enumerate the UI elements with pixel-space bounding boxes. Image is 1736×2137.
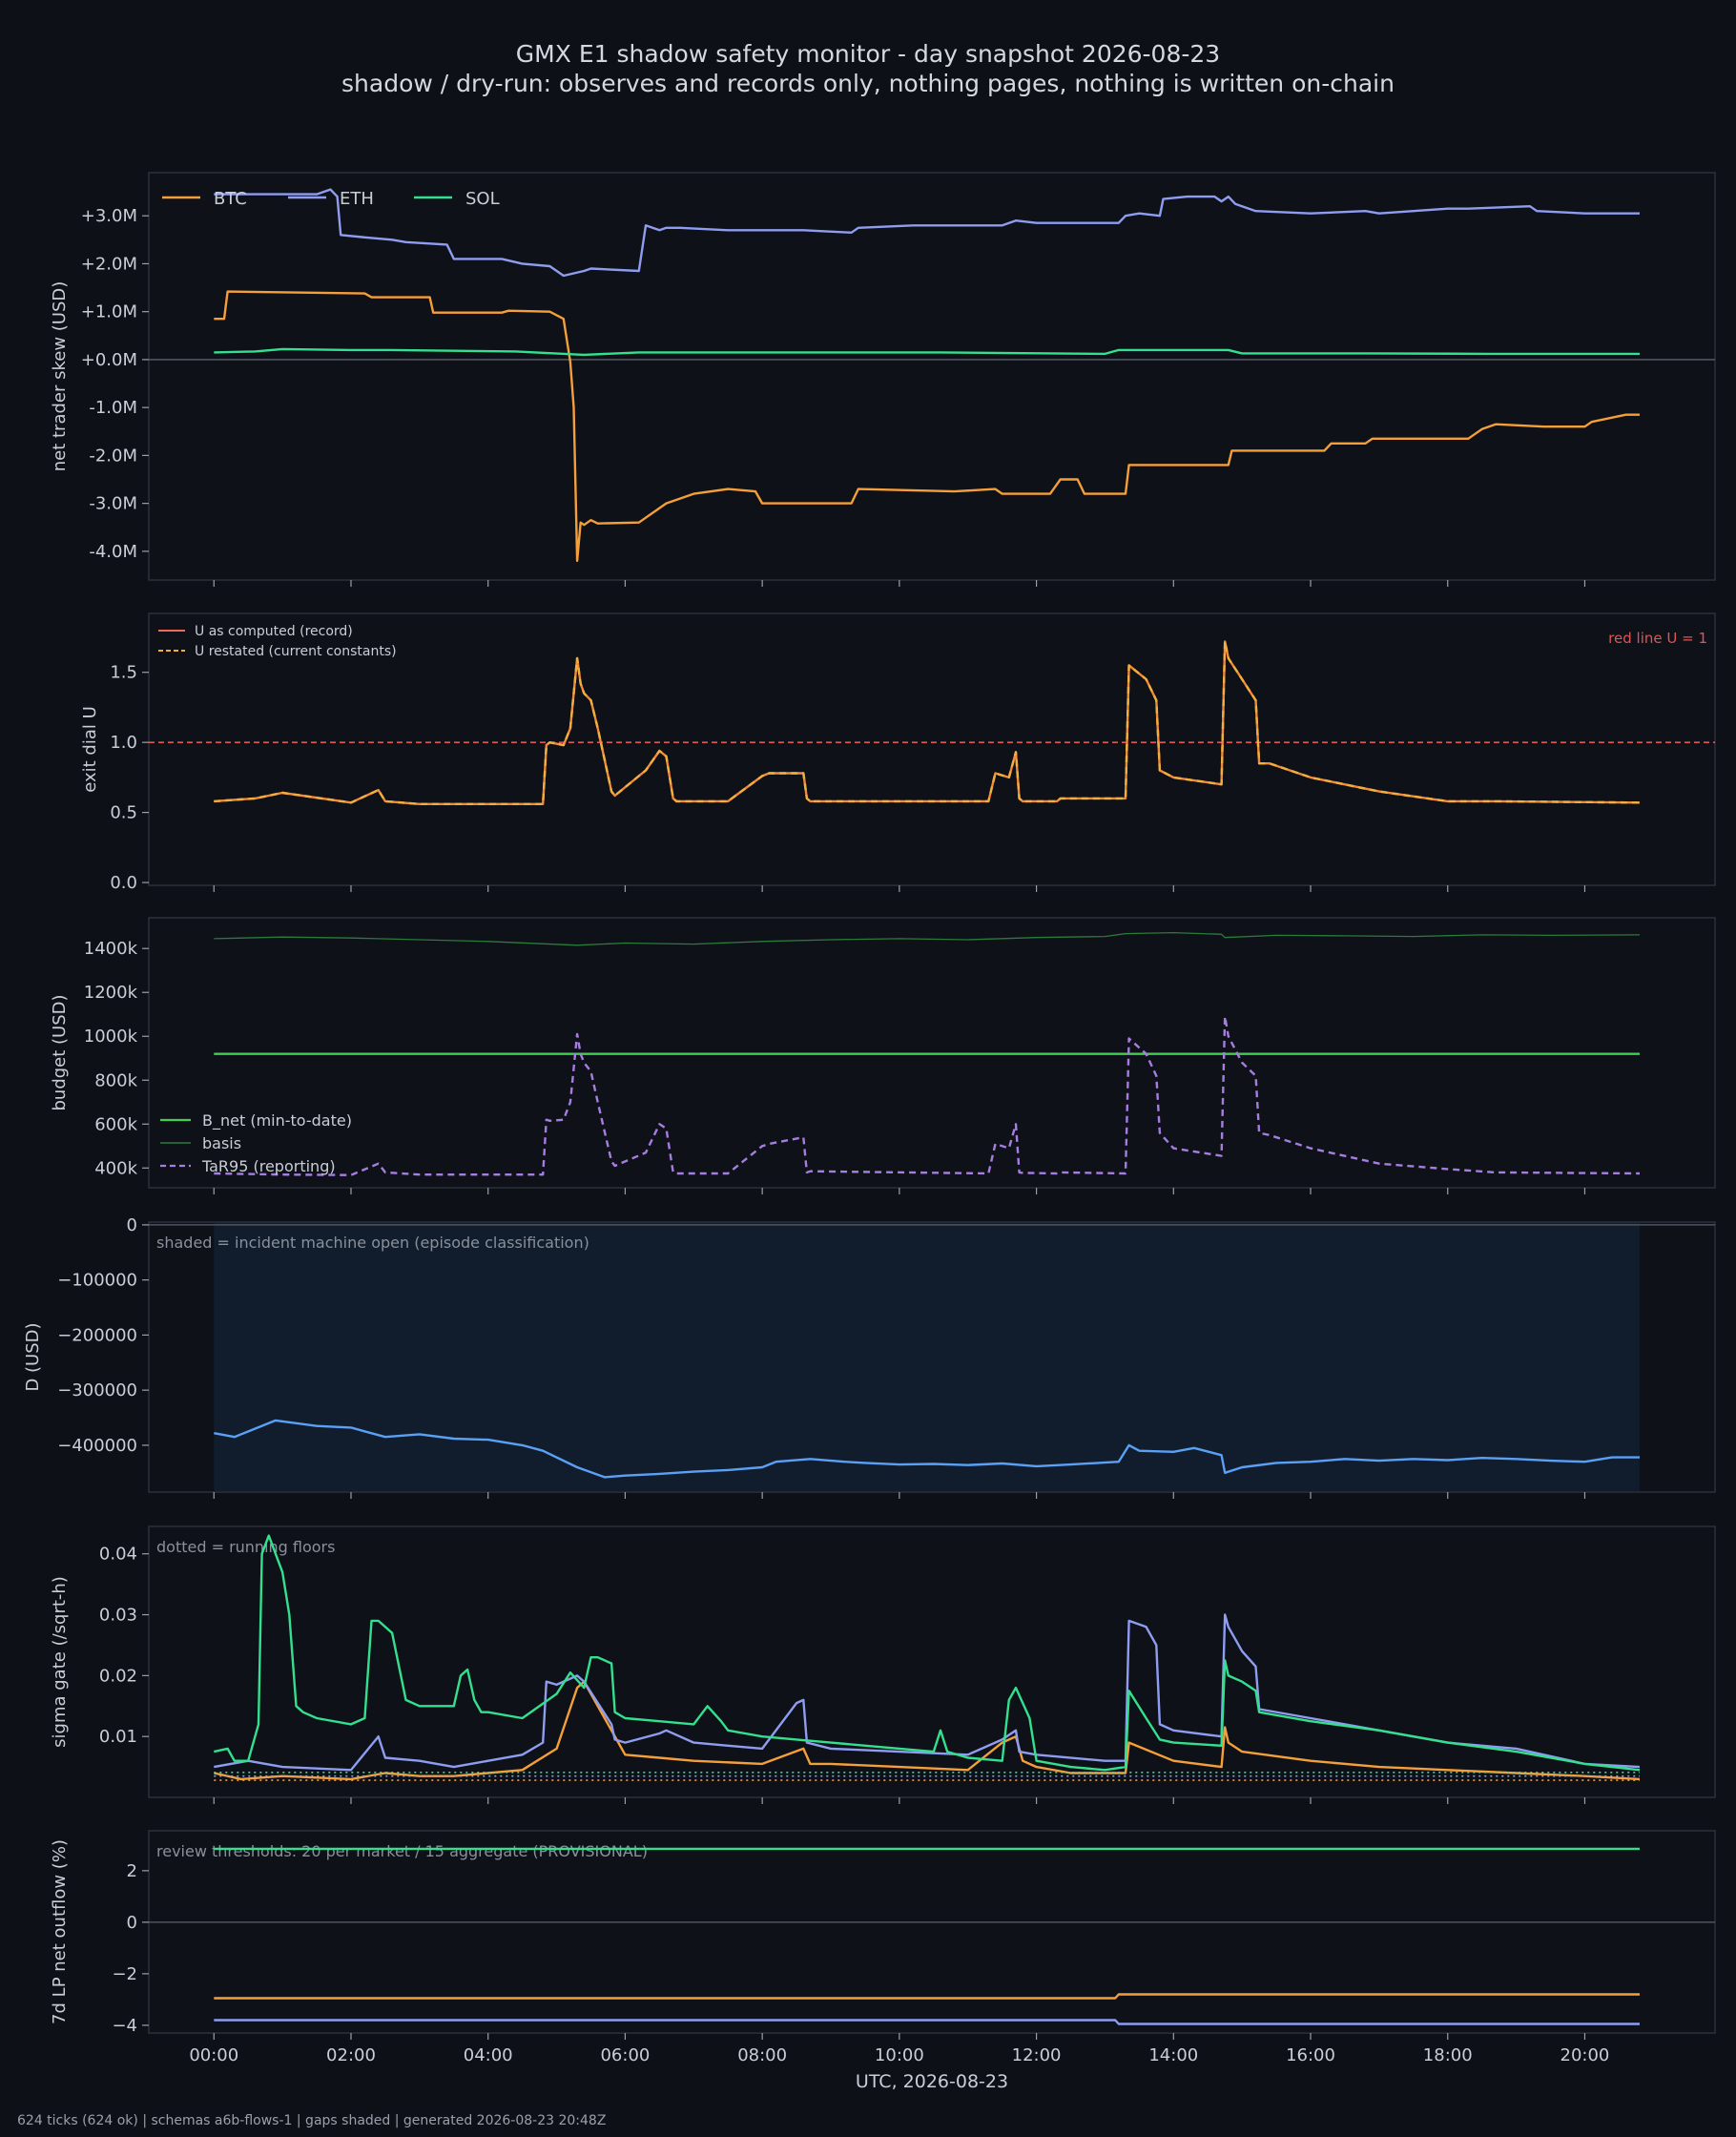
y-tick-label: 0.01 — [99, 1727, 137, 1747]
series-group — [214, 931, 1641, 1176]
series-eth — [214, 188, 1640, 278]
series-eth — [214, 1613, 1641, 1772]
panel-annotation: shaded = incident machine open (episode … — [156, 1234, 589, 1252]
panel-annotation: dotted = running floors — [156, 1538, 335, 1556]
legend-label: U as computed (record) — [195, 624, 353, 639]
series-group — [214, 640, 1641, 805]
panel-6: 2 0 −2 −4 7d LP net outflow (%) review thresh… — [50, 1830, 1716, 2040]
chart-subtitle: shadow / dry-run: observes and records o… — [341, 70, 1395, 97]
y-tick-label: 1000k — [84, 1027, 138, 1047]
legend-label: U restated (current constants) — [195, 644, 397, 659]
y-tick-label: -4.0M — [89, 542, 137, 562]
y-tick-label: +0.0M — [81, 350, 137, 370]
y-tick-label: −2 — [112, 1964, 137, 1984]
x-tick-label: 06:00 — [600, 2045, 650, 2065]
y-axis-label: budget (USD) — [50, 994, 70, 1110]
series-tar95-reporting- — [214, 1015, 1641, 1176]
y-tick-label: −400000 — [57, 1436, 137, 1456]
y-tick-label: 1200k — [84, 983, 138, 1003]
series-d — [214, 1419, 1640, 1479]
y-tick-label: −100000 — [57, 1271, 137, 1291]
series-group — [214, 188, 1640, 563]
x-tick-label: 16:00 — [1286, 2045, 1335, 2065]
y-tick-label: 1.0 — [110, 733, 137, 753]
series-btc — [214, 1993, 1640, 2000]
incident-shade — [214, 1223, 1640, 1491]
y-tick-label: 0.0 — [110, 873, 137, 893]
y-tick-label: -1.0M — [89, 398, 137, 418]
y-tick-label: -3.0M — [89, 494, 137, 514]
y-tick-label: −200000 — [57, 1325, 137, 1345]
y-axis-label: sigma gate (/sqrt-h) — [50, 1576, 70, 1748]
y-tick-label: 400k — [94, 1158, 137, 1178]
y-axis-label: net trader skew (USD) — [50, 281, 70, 472]
legend-label: SOL — [465, 189, 500, 209]
y-tick-label: -2.0M — [89, 446, 137, 466]
panel-1: +3.0M +2.0M +1.0M +0.0M -1.0M -2.0M -3.0M -4.0M… — [50, 172, 1716, 587]
panel-annotation: review thresholds: 20 per market / 15 ag… — [156, 1842, 648, 1860]
x-tick-label: 02:00 — [326, 2045, 376, 2065]
series-group — [214, 1847, 1640, 2025]
y-tick-label: +3.0M — [81, 206, 137, 226]
legend-dial: U as computed (record) U restated (curren… — [158, 624, 397, 659]
series-eth — [214, 2019, 1640, 2025]
y-tick-label: 2 — [127, 1861, 137, 1881]
panel-frame — [148, 1830, 1716, 2034]
series-btc — [214, 290, 1640, 563]
series-btc — [214, 1680, 1641, 1781]
y-tick-label: 1400k — [84, 939, 138, 959]
panel-3: 400k 600k 800k 1000k 1200k 1400k budget (USD) — [50, 917, 1716, 1194]
x-tick-label: 08:00 — [737, 2045, 787, 2065]
y-tick-label: 0.5 — [110, 803, 137, 823]
series-u-restated-current-constants- — [214, 640, 1641, 805]
chart-title: GMX E1 shadow safety monitor - day snaps… — [515, 40, 1221, 68]
legend-skew: BTC ETH SOL — [162, 189, 500, 209]
panel-4: 0 −100000 −200000 −300000 −400000 D (USD) shad… — [23, 1215, 1716, 1499]
series-sol — [214, 347, 1640, 357]
legend-budget: B_net (min-to-date) basis TaR95 (reporting… — [160, 1111, 352, 1175]
series-sol — [214, 1534, 1641, 1772]
y-tick-label: −300000 — [57, 1380, 137, 1400]
y-tick-label: 1.5 — [110, 663, 137, 683]
panel-2: red line U = 1 0.0 0.5 1.0 1.5 exit dial U — [80, 612, 1716, 893]
x-tick-label: 00:00 — [189, 2045, 238, 2065]
series-group — [214, 1419, 1640, 1479]
legend-label: BTC — [214, 189, 247, 209]
legend-label: basis — [202, 1134, 241, 1152]
legend-label: B_net (min-to-date) — [202, 1111, 352, 1131]
threshold-label: red line U = 1 — [1608, 630, 1707, 647]
y-tick-label: +2.0M — [81, 254, 137, 274]
x-tick-label: 04:00 — [464, 2045, 513, 2065]
series-basis — [214, 931, 1641, 946]
y-tick-label: 800k — [94, 1070, 137, 1090]
y-tick-label: 600k — [94, 1114, 137, 1134]
y-tick-label: 0.02 — [99, 1666, 137, 1686]
y-axis-label: 7d LP net outflow (%) — [50, 1839, 70, 2024]
footer-status: 624 ticks (624 ok) | schemas a6b-flows-1… — [17, 2113, 607, 2128]
y-tick-label: +1.0M — [81, 302, 137, 322]
panel-frame — [148, 172, 1716, 581]
legend-label: ETH — [340, 189, 374, 209]
series-group — [214, 1534, 1641, 1781]
y-tick-label: 0.03 — [99, 1606, 137, 1626]
y-axis-label: D (USD) — [23, 1322, 43, 1391]
legend-label: TaR95 (reporting) — [201, 1157, 336, 1175]
x-tick-label: 20:00 — [1560, 2045, 1610, 2065]
x-axis-label: UTC, 2026-08-23 — [856, 2071, 1008, 2092]
y-tick-label: 0 — [127, 1215, 137, 1235]
x-tick-label: 10:00 — [875, 2045, 924, 2065]
y-axis-label: exit dial U — [80, 706, 100, 793]
x-tick-label: 12:00 — [1012, 2045, 1062, 2065]
panel-frame — [148, 612, 1716, 886]
x-tick-label: 14:00 — [1148, 2045, 1198, 2065]
panel-5: 0.01 0.02 0.03 0.04 sigma gate (/sqrt-h) dott… — [50, 1525, 1716, 1804]
y-tick-label: 0 — [127, 1913, 137, 1933]
y-tick-label: 0.04 — [99, 1545, 137, 1565]
y-tick-label: −4 — [112, 2016, 137, 2036]
x-tick-label: 18:00 — [1423, 2045, 1473, 2065]
